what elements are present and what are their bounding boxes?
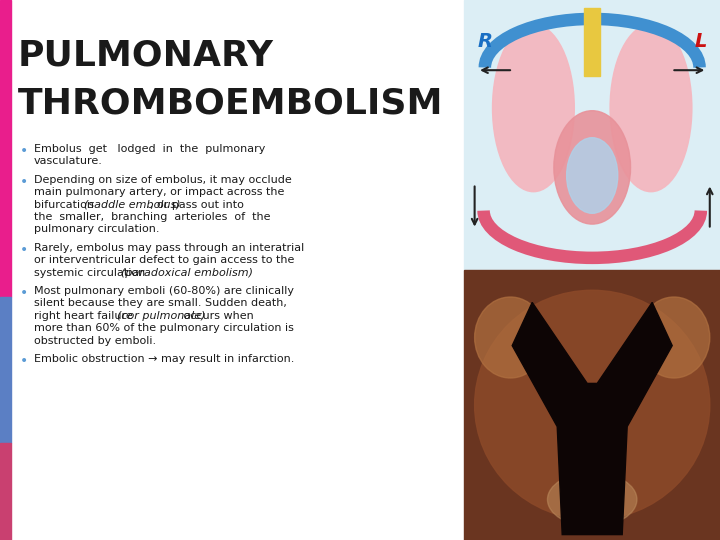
Text: silent because they are small. Sudden death,: silent because they are small. Sudden de… (34, 299, 287, 308)
Text: vasculature.: vasculature. (34, 157, 103, 166)
Text: Embolus  get   lodged  in  the  pulmonary: Embolus get lodged in the pulmonary (34, 144, 266, 154)
Text: bifurcation: bifurcation (34, 200, 97, 210)
Text: •: • (20, 144, 28, 158)
Bar (464, 270, 720, 540)
Text: the  smaller,  branching  arterioles  of  the: the smaller, branching arterioles of the (34, 212, 271, 222)
Text: •: • (20, 243, 28, 257)
Text: Depending on size of embolus, it may occlude: Depending on size of embolus, it may occ… (34, 175, 292, 185)
Text: •: • (20, 175, 28, 189)
Text: R: R (477, 32, 492, 51)
Bar (584, 8, 600, 76)
Text: L: L (695, 32, 707, 51)
Bar (0, 0, 11, 297)
Text: pulmonary circulation.: pulmonary circulation. (34, 225, 160, 234)
Ellipse shape (554, 111, 631, 224)
Text: THROMBOEMBOLISM: THROMBOEMBOLISM (18, 86, 444, 120)
Text: more than 60% of the pulmonary circulation is: more than 60% of the pulmonary circulati… (34, 323, 294, 333)
Text: right heart failure: right heart failure (34, 311, 136, 321)
Bar (0, 443, 11, 540)
Text: •: • (20, 286, 28, 300)
Ellipse shape (610, 24, 692, 192)
Text: Embolic obstruction → may result in infarction.: Embolic obstruction → may result in infa… (34, 354, 294, 364)
Text: main pulmonary artery, or impact across the: main pulmonary artery, or impact across … (34, 187, 284, 197)
Text: (cor pulmonale): (cor pulmonale) (117, 311, 206, 321)
Text: , or pass out into: , or pass out into (150, 200, 244, 210)
Ellipse shape (638, 297, 710, 378)
Text: Rarely, embolus may pass through an interatrial: Rarely, embolus may pass through an inte… (34, 243, 305, 253)
Ellipse shape (547, 472, 637, 526)
Ellipse shape (567, 138, 618, 213)
Bar (0, 297, 11, 443)
Text: (saddle embolus): (saddle embolus) (84, 200, 181, 210)
Text: occurs when: occurs when (179, 311, 253, 321)
Text: PULMONARY: PULMONARY (18, 38, 274, 72)
Text: (paradoxical embolism): (paradoxical embolism) (122, 268, 253, 278)
Text: or interventricular defect to gain access to the: or interventricular defect to gain acces… (34, 255, 294, 265)
Bar (464, 0, 720, 270)
Ellipse shape (474, 291, 710, 519)
Text: Most pulmonary emboli (60-80%) are clinically: Most pulmonary emboli (60-80%) are clini… (34, 286, 294, 296)
Text: .: . (213, 268, 217, 278)
Polygon shape (512, 302, 672, 535)
Text: obstructed by emboli.: obstructed by emboli. (34, 335, 156, 346)
Text: systemic circulation: systemic circulation (34, 268, 149, 278)
Ellipse shape (474, 297, 546, 378)
Ellipse shape (492, 24, 575, 192)
Text: •: • (20, 354, 28, 368)
